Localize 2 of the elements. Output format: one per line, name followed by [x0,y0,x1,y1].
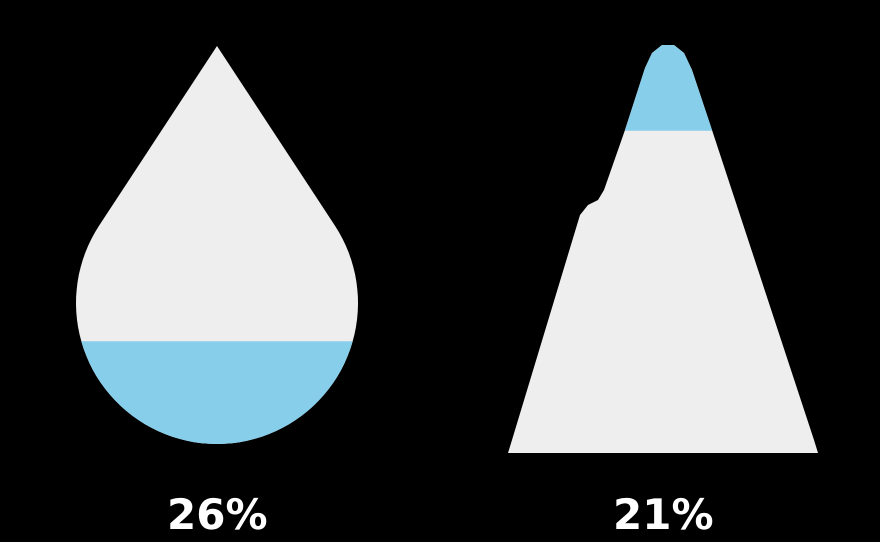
data-label: 21% [613,490,714,539]
data-label: 26% [167,490,268,539]
